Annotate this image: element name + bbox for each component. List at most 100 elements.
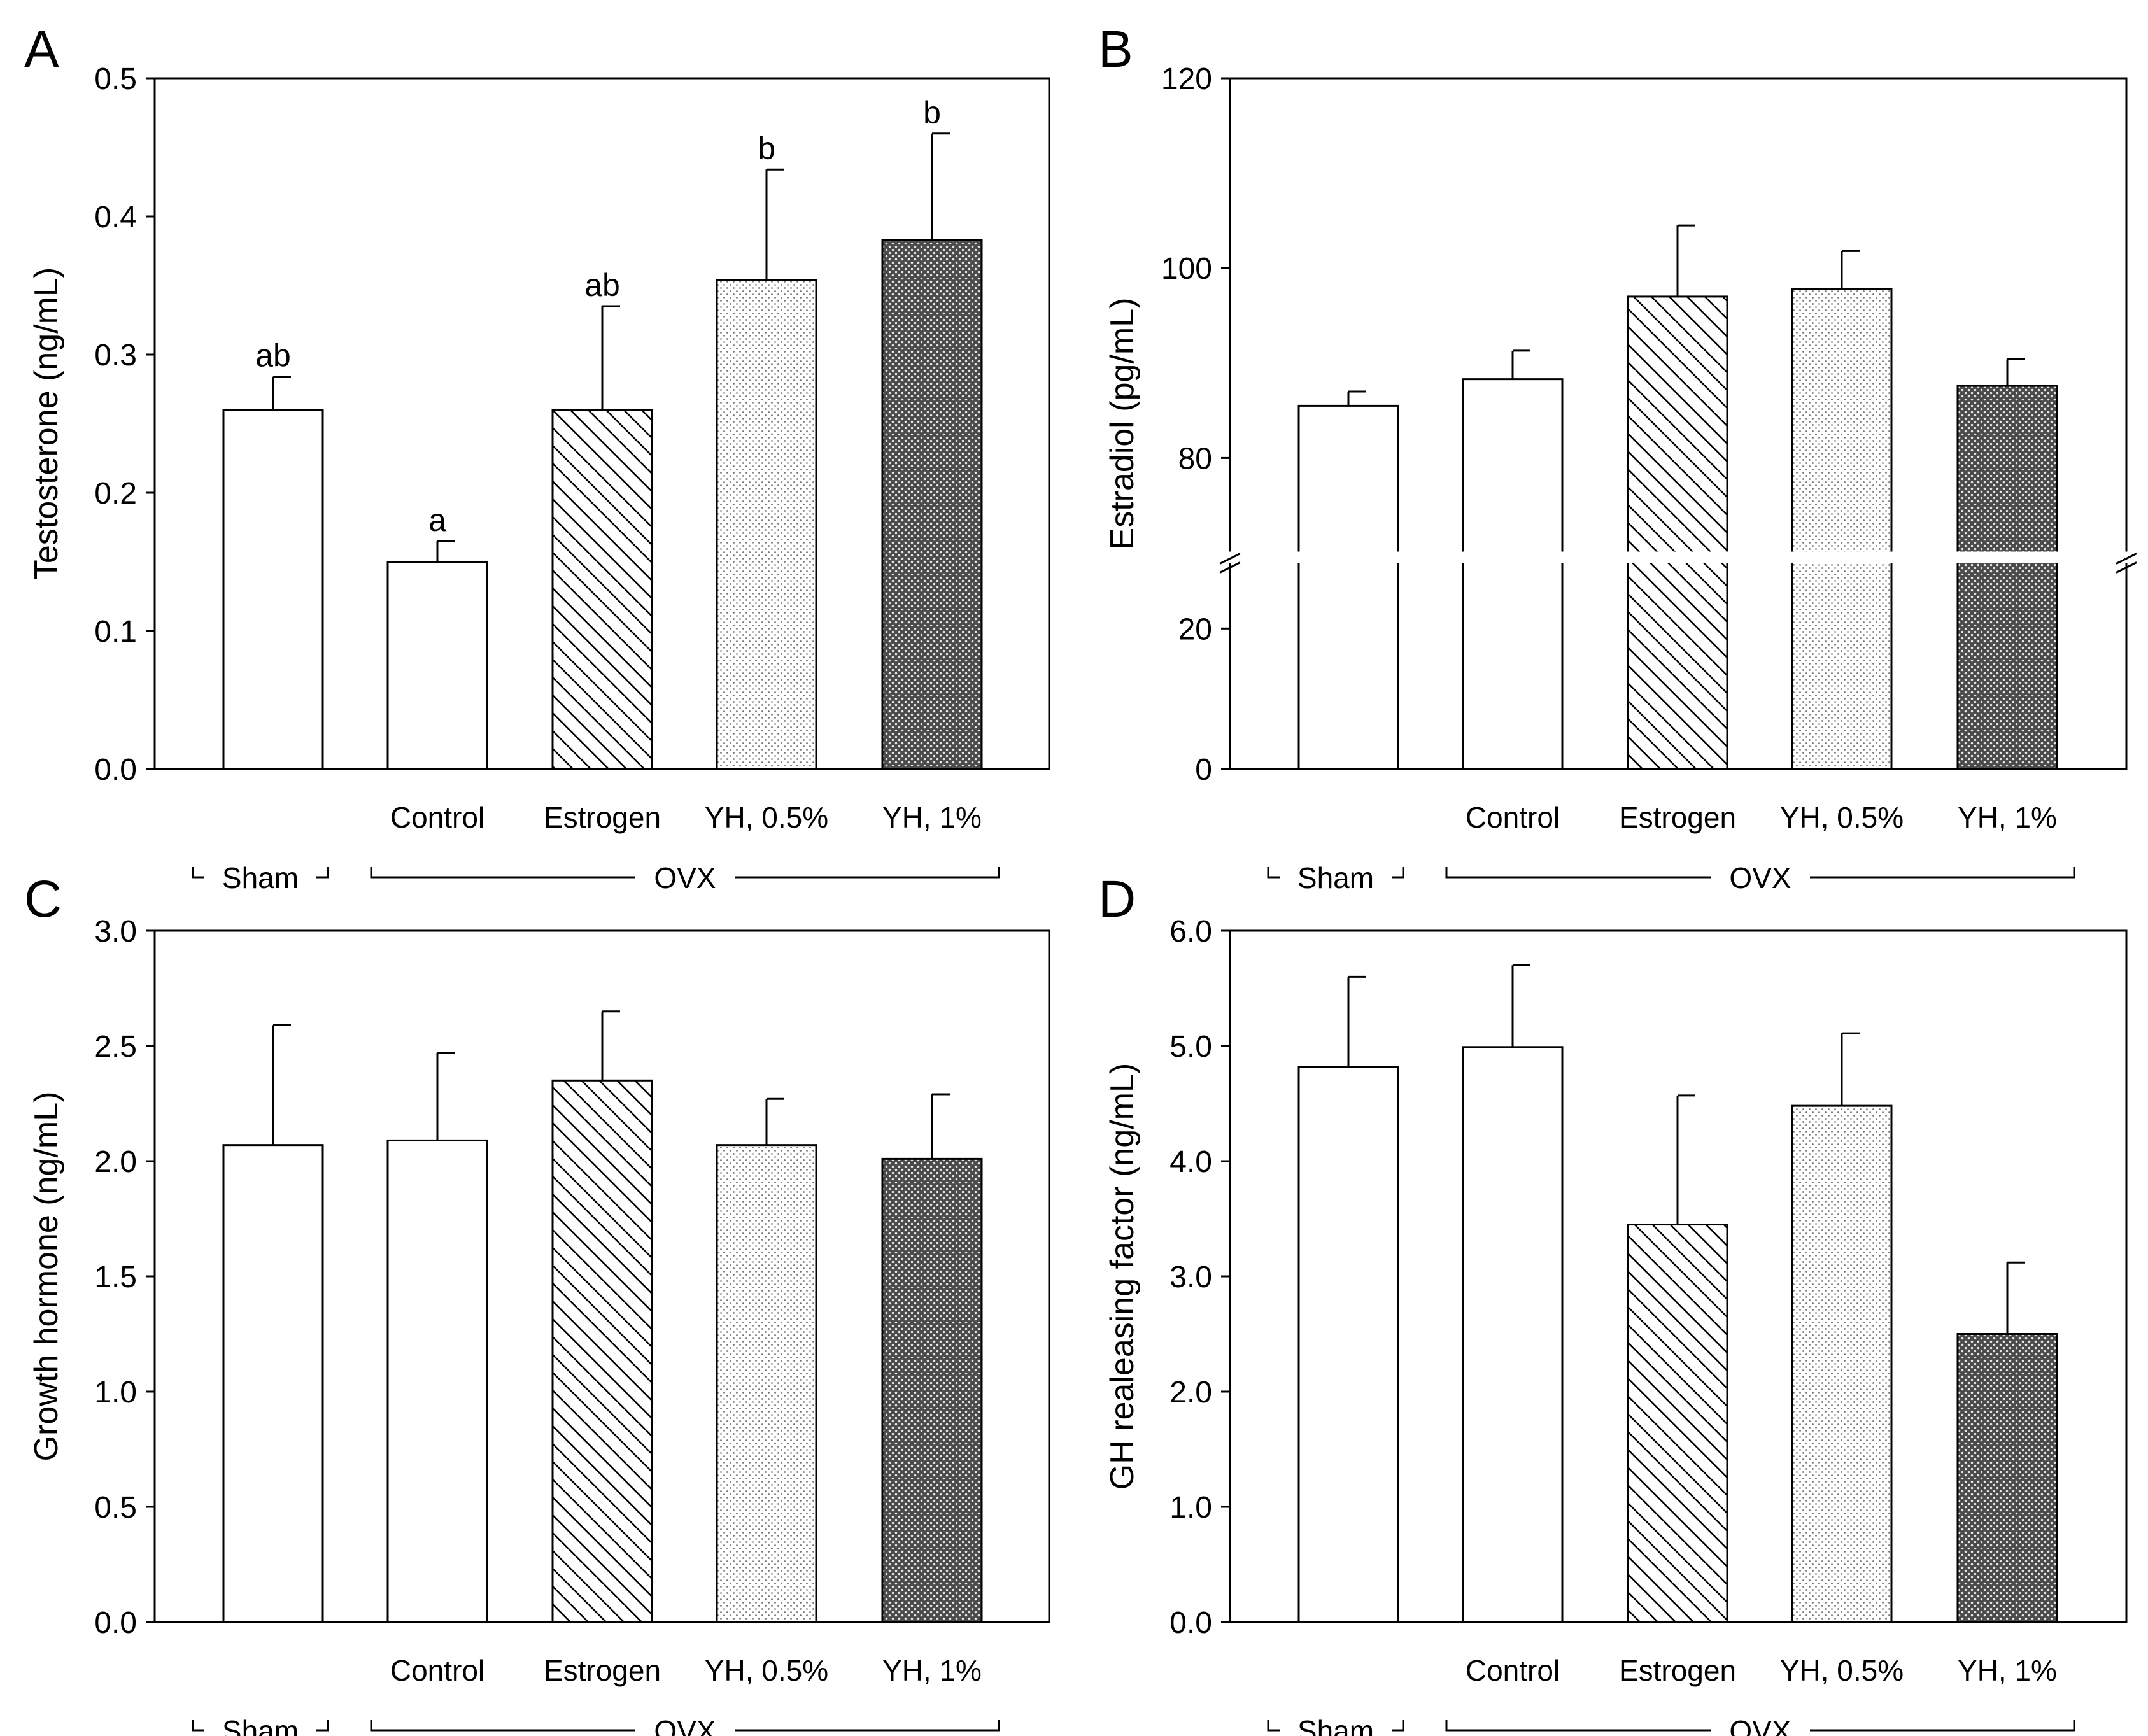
plot-frame-upper [1229, 77, 2128, 552]
bar [881, 239, 983, 770]
y-axis-label: Testosterone (ng/mL) [28, 267, 65, 580]
axis-break-mark [1219, 553, 1241, 565]
sham-bracket-right [1392, 867, 1404, 879]
bar [1956, 385, 2058, 770]
significance-label: ab [255, 338, 291, 374]
bar [1462, 378, 1564, 770]
y-tick-label: 0.5 [94, 1491, 137, 1525]
y-tick-label: 80 [1178, 442, 1212, 476]
panel-letter: D [1098, 870, 1136, 928]
y-tick-label: 2.0 [1169, 1376, 1212, 1409]
bar [1627, 295, 1728, 770]
ovx-label: OVX [654, 861, 716, 894]
y-tick-label: 20 [1178, 612, 1212, 646]
ovx-bracket-right [735, 1720, 1000, 1732]
bar [1791, 288, 1893, 770]
panel-letter: B [1098, 20, 1133, 78]
x-tick-label: YH, 0.5% [705, 801, 828, 834]
y-axis-label: GH realeasing factor (ng/mL) [1104, 1063, 1141, 1490]
panel-a: A Testosterone (ng/mL) ab a Control ab Estroge… [24, 20, 1050, 894]
y-tick-label: 0 [1195, 753, 1212, 787]
x-tick-label: YH, 1% [1958, 801, 2057, 834]
y-tick-label: 6.0 [1169, 915, 1212, 949]
bar [386, 561, 488, 770]
x-tick-label: YH, 1% [1958, 1654, 2057, 1687]
y-tick-label: 4.0 [1169, 1145, 1212, 1179]
x-tick-label: YH, 1% [882, 801, 982, 834]
sham-bracket-right [316, 1720, 329, 1732]
sham-bracket-left [192, 1720, 204, 1732]
panel-letter: A [24, 20, 59, 78]
bar [222, 1144, 324, 1623]
y-tick-label: 1.0 [94, 1376, 137, 1409]
sham-bracket-right [316, 867, 329, 879]
ovx-bracket-right [735, 867, 1000, 879]
panel-c: C Growth hormone (ng/mL) Control Estrogen YH… [24, 870, 1050, 1736]
y-tick-label: 0.0 [1169, 1606, 1212, 1640]
bar [1627, 1224, 1728, 1623]
x-tick-label: Control [1466, 801, 1560, 834]
significance-label: a [428, 502, 446, 538]
ovx-label: OVX [654, 1714, 716, 1736]
y-tick-label: 0.0 [94, 753, 137, 787]
bar [716, 1144, 817, 1623]
panel-b: B Estradiol (pg/mL) Control Estrogen YH, 0.5… [1098, 20, 2137, 894]
plot-frame-lower [1229, 563, 2128, 770]
y-tick-label: 0.5 [94, 62, 137, 96]
bar [1297, 404, 1399, 770]
y-tick-label: 120 [1161, 62, 1212, 96]
plot-frame [153, 77, 1050, 770]
bar [1297, 1066, 1399, 1623]
y-tick-label: 5.0 [1169, 1030, 1212, 1064]
ovx-bracket-left [1445, 867, 1711, 879]
bar [386, 1139, 488, 1623]
bar [1791, 1104, 1893, 1623]
bar [551, 1079, 653, 1623]
sham-bracket-left [1267, 867, 1280, 879]
bar [881, 1157, 983, 1623]
y-tick-label: 0.3 [94, 339, 137, 372]
x-tick-label: Estrogen [544, 801, 661, 834]
y-tick-label: 0.0 [94, 1606, 137, 1640]
ovx-label: OVX [1729, 1714, 1791, 1736]
ovx-bracket-right [1810, 867, 2075, 879]
bar [1462, 1046, 1564, 1623]
x-tick-label: Estrogen [1619, 1654, 1736, 1687]
panel-letter: C [24, 870, 62, 928]
x-tick-label: YH, 0.5% [1780, 801, 1904, 834]
x-tick-label: Estrogen [544, 1654, 661, 1687]
ovx-bracket-left [1445, 1720, 1711, 1732]
y-tick-label: 3.0 [94, 915, 137, 949]
y-tick-label: 0.1 [94, 615, 137, 649]
x-tick-label: YH, 0.5% [1780, 1654, 1904, 1687]
significance-label: b [758, 131, 775, 166]
ovx-label: OVX [1729, 861, 1791, 894]
y-tick-label: 100 [1161, 252, 1212, 286]
x-tick-label: YH, 1% [882, 1654, 982, 1687]
ovx-bracket-left [370, 867, 635, 879]
x-tick-label: Control [390, 801, 484, 834]
y-axis-label: Estradiol (pg/mL) [1104, 298, 1141, 550]
bar [222, 409, 324, 770]
y-tick-label: 3.0 [1169, 1260, 1212, 1294]
x-tick-label: Control [390, 1654, 484, 1687]
y-tick-label: 0.2 [94, 477, 137, 511]
x-tick-label: Estrogen [1619, 801, 1736, 834]
axis-break-gap [1226, 551, 2130, 563]
significance-label: b [923, 95, 941, 131]
sham-label: Sham [222, 861, 299, 894]
sham-label: Sham [222, 1714, 299, 1736]
sham-bracket-right [1392, 1720, 1404, 1732]
bar [716, 279, 817, 770]
sham-bracket-left [192, 867, 204, 879]
y-tick-label: 2.0 [94, 1145, 137, 1179]
x-tick-label: Control [1466, 1654, 1560, 1687]
sham-label: Sham [1297, 861, 1374, 894]
sham-bracket-left [1267, 1720, 1280, 1732]
x-tick-label: YH, 0.5% [705, 1654, 828, 1687]
axis-break-mark [2116, 553, 2137, 565]
y-axis-label: Growth hormone (ng/mL) [28, 1092, 65, 1462]
ovx-bracket-left [370, 1720, 635, 1732]
significance-label: ab [584, 267, 620, 303]
